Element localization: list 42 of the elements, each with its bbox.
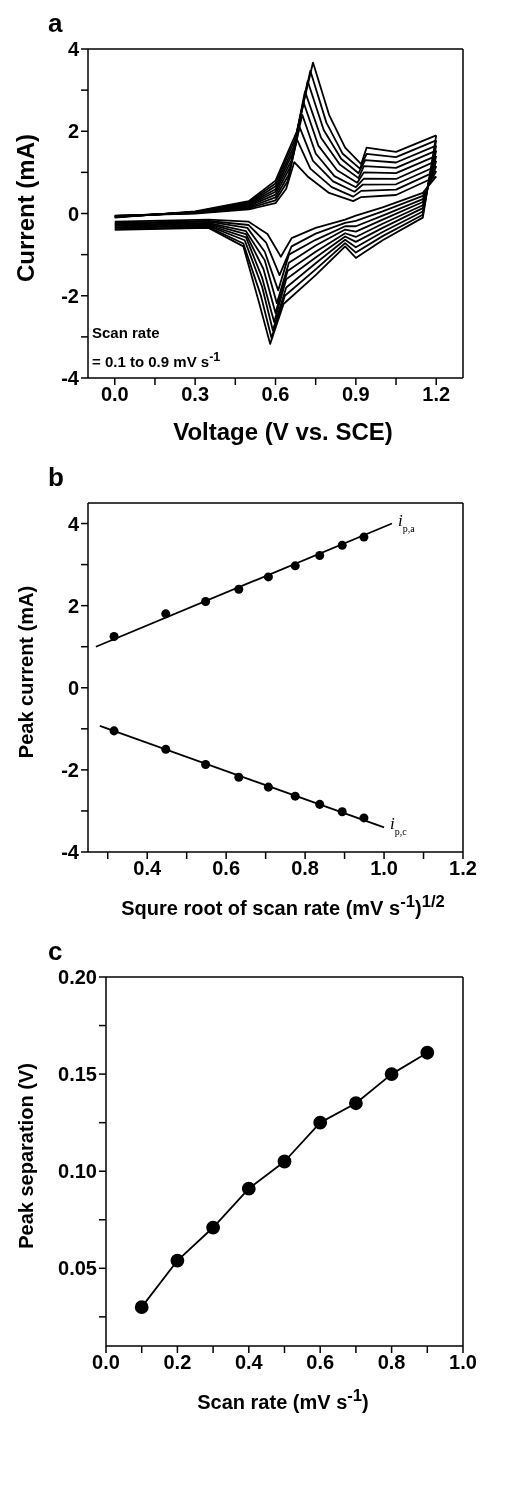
y-tick-label: 2 bbox=[67, 594, 79, 617]
y-tick-label: 0.05 bbox=[58, 1257, 97, 1280]
y-axis-title: Peak separation (V) bbox=[14, 1063, 38, 1249]
x-tick-label: 0.8 bbox=[377, 1351, 406, 1374]
x-axis-title: Scan rate (mV s$^{-1}$) bbox=[196, 1386, 370, 1415]
y-tick-label: 0 bbox=[67, 202, 79, 225]
chart-title: c bbox=[47, 936, 64, 966]
x-tick-label: 0.4 bbox=[234, 1351, 264, 1374]
x-tick-label: 0.6 bbox=[212, 857, 241, 880]
chart-title: b bbox=[47, 462, 65, 492]
y-tick-label: 4 bbox=[67, 38, 80, 61]
y-axis-title: Current (mA) bbox=[12, 134, 40, 282]
x-tick-label: 0.6 bbox=[306, 1351, 335, 1374]
x-tick-label: 0.0 bbox=[100, 383, 129, 406]
y-tick-label: -4 bbox=[61, 367, 80, 390]
y-tick-label: 4 bbox=[67, 512, 80, 535]
x-tick-label: 1.0 bbox=[449, 1351, 477, 1374]
x-axis-title: Voltage (V vs. SCE) bbox=[172, 418, 394, 447]
x-tick-label: 1.2 bbox=[449, 857, 477, 880]
x-tick-label: 0.6 bbox=[261, 383, 290, 406]
y-tick-label: -4 bbox=[61, 841, 80, 864]
y-tick-label: -2 bbox=[61, 758, 79, 781]
y-tick-label: 0.20 bbox=[58, 966, 97, 989]
annotation: Scan rate = 0.1 to 0.9 mV s$^{-1}$ bbox=[92, 323, 221, 372]
y-tick-label: 0.15 bbox=[58, 1063, 97, 1086]
x-tick-label: 0.4 bbox=[133, 857, 162, 880]
x-tick-label: 0.2 bbox=[163, 1351, 192, 1374]
y-tick-label: 0.10 bbox=[58, 1160, 97, 1183]
x-tick-label: 0.0 bbox=[92, 1351, 120, 1374]
annotation: i$_{p,a}$ bbox=[397, 510, 416, 534]
y-tick-label: 0 bbox=[67, 676, 79, 699]
y-tick-label: -2 bbox=[61, 284, 79, 307]
x-tick-label: 0.3 bbox=[181, 383, 210, 406]
chart-title: a bbox=[47, 8, 64, 38]
x-tick-label: 0.8 bbox=[291, 857, 320, 880]
y-tick-label: 2 bbox=[67, 120, 79, 143]
x-tick-label: 0.9 bbox=[341, 383, 370, 406]
annotation: i$_{p,c}$ bbox=[390, 814, 408, 837]
x-tick-label: 1.0 bbox=[370, 857, 398, 880]
x-axis-title: Squre root of scan rate (mV s$^{-1}$)$^{1/2}$ bbox=[120, 892, 446, 921]
y-axis-title: Peak current (mA) bbox=[14, 585, 38, 759]
x-tick-label: 1.2 bbox=[422, 383, 451, 406]
